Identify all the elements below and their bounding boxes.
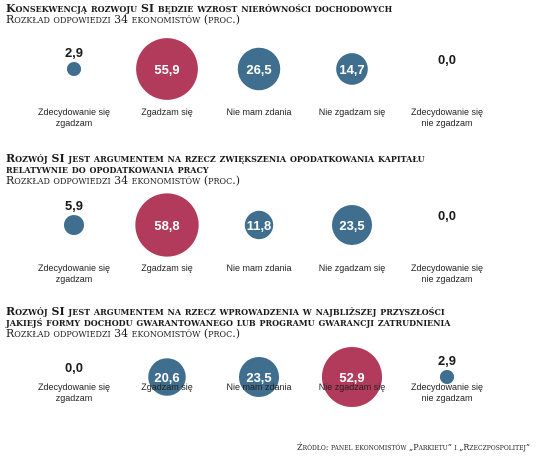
category-label-nie-mam-zdania: Nie mam zdania (226, 107, 292, 117)
category-label-zdecydowanie-sie-nie-zgadzam: Zdecydowanie się nie zgadzam (410, 263, 484, 284)
source-note: Źródło: panel ekonomistów „Parkietu” i „… (297, 443, 530, 452)
chart-2-subtitle: Rozkład odpowiedzi 34 ekonomistów (proc.… (6, 174, 241, 187)
category-label-zdecydowanie-sie-nie-zgadzam: Zdecydowanie się nie zgadzam (410, 382, 484, 403)
category-label-nie-zgadzam-sie: Nie zgadzam się (318, 107, 386, 117)
value-label-nie-zgadzam-sie: 23,5 (339, 218, 364, 233)
bubble-nie-mam-zdania (238, 356, 280, 398)
category-label-nie-zgadzam-sie: Nie zgadzam się (318, 382, 386, 392)
chart-2-title-line2: relatywnie do opodatkowania pracy (6, 163, 209, 176)
bubble-nie-mam-zdania (244, 210, 274, 240)
category-label-zgadzam-sie: Zgadzam się (141, 263, 193, 273)
chart-1-subtitle: Rozkład odpowiedzi 34 ekonomistów (proc.… (6, 13, 241, 26)
chart-2-title: Rozwój SI jest argumentem na rzecz zwięk… (6, 152, 425, 165)
chart-3-subtitle: Rozkład odpowiedzi 34 ekonomistów (proc.… (6, 327, 241, 340)
value-label-nie-mam-zdania: 11,8 (247, 218, 272, 233)
bubble-nie-zgadzam-sie (331, 204, 373, 246)
value-label-zgadzam-sie: 55,9 (154, 62, 179, 77)
category-label-zdecydowanie-sie-nie-zgadzam: Zdecydowanie się nie zgadzam (410, 107, 484, 128)
value-label-zgadzam-sie: 58,8 (154, 218, 179, 233)
chart-1-title: Konsekwencją rozwoju SI będzie wzrost ni… (6, 2, 393, 15)
chart-2-bubbles: 5,9 58,8 11,8 23,5 0,0 (63, 193, 456, 257)
bubble-nie-zgadzam-sie (336, 53, 368, 85)
bubble-zdecydowanie-sie-nie-zgadzam (439, 369, 455, 385)
value-label-zdecydowanie-sie-zgadzam: 0,0 (65, 360, 83, 375)
value-label-zdecydowanie-sie-zgadzam: 5,9 (65, 198, 83, 213)
chart-3-bubbles: 0,0 20,6 23,5 52,9 2,9 (65, 346, 456, 408)
bubble-zgadzam-sie (135, 193, 199, 257)
category-label-zdecydowanie-sie-zgadzam: Zdecydowanie się zgadzam (37, 107, 111, 128)
value-label-zdecydowanie-sie-nie-zgadzam: 2,9 (438, 353, 456, 368)
value-label-nie-zgadzam-sie: 52,9 (339, 370, 364, 385)
bubble-nie-zgadzam-sie (321, 346, 383, 408)
value-label-nie-zgadzam-sie: 14,7 (339, 62, 364, 77)
value-label-zdecydowanie-sie-nie-zgadzam: 0,0 (438, 52, 456, 67)
category-label-zdecydowanie-sie-zgadzam: Zdecydowanie się zgadzam (37, 382, 111, 403)
chart-1-bubbles: 2,9 55,9 26,5 14,7 0,0 (65, 38, 456, 100)
value-label-nie-mam-zdania: 23,5 (246, 370, 271, 385)
category-label-zdecydowanie-sie-zgadzam: Zdecydowanie się zgadzam (37, 263, 111, 284)
chart-3-title: Rozwój SI jest argumentem na rzecz wprow… (6, 305, 445, 318)
category-label-nie-mam-zdania: Nie mam zdania (226, 263, 292, 273)
value-label-zdecydowanie-sie-zgadzam: 2,9 (65, 45, 83, 60)
category-label-nie-zgadzam-sie: Nie zgadzam się (318, 263, 386, 273)
value-label-nie-mam-zdania: 26,5 (246, 62, 271, 77)
category-label-zgadzam-sie: Zgadzam się (141, 107, 193, 117)
value-label-zgadzam-sie: 20,6 (154, 370, 179, 385)
chart-3-title-line2: jakiejś formy dochodu gwarantowanego lub… (6, 316, 451, 329)
bubble-zdecydowanie-sie-zgadzam (66, 61, 82, 77)
bubble-zgadzam-sie (148, 358, 186, 396)
bubble-nie-mam-zdania (237, 47, 281, 91)
category-label-nie-mam-zdania: Nie mam zdania (226, 382, 292, 392)
bubble-zdecydowanie-sie-zgadzam (63, 214, 85, 236)
value-label-zdecydowanie-sie-nie-zgadzam: 0,0 (438, 208, 456, 223)
category-label-zgadzam-sie: Zgadzam się (141, 382, 193, 392)
bubble-zgadzam-sie (136, 38, 198, 100)
